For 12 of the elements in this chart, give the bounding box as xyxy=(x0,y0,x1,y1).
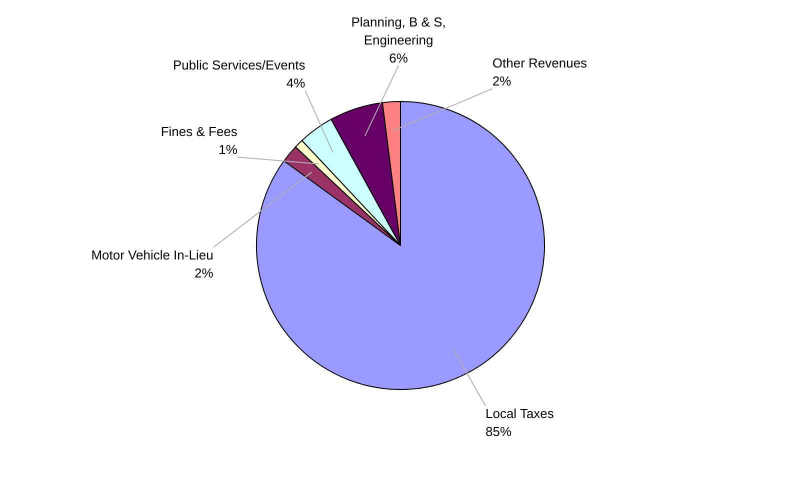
slice-label: Public Services/Events xyxy=(172,58,306,73)
slice-label: Other Revenues xyxy=(492,56,588,71)
slice-label: Local Taxes xyxy=(485,406,554,421)
data-label: 6% xyxy=(389,50,408,66)
data-label: 4% xyxy=(286,76,306,91)
data-label: 2% xyxy=(194,265,214,280)
data-label: 85% xyxy=(485,424,512,439)
slice-label: Planning, B & S, Engineering xyxy=(351,14,446,48)
slice-label: Motor Vehicle In-Lieu xyxy=(91,247,214,262)
data-label: 1% xyxy=(218,142,238,158)
slice-label: Fines & Fees xyxy=(160,124,238,140)
data-label: 2% xyxy=(492,74,512,89)
